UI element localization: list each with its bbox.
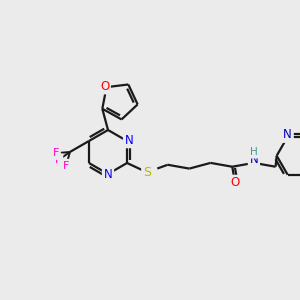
Text: F: F	[63, 160, 70, 170]
Text: O: O	[100, 80, 109, 93]
Text: N: N	[283, 128, 292, 141]
Text: S: S	[143, 166, 151, 179]
Text: N: N	[250, 153, 258, 167]
Text: N: N	[125, 134, 134, 146]
Text: H: H	[250, 147, 258, 157]
Text: O: O	[230, 176, 240, 190]
Text: N: N	[103, 169, 112, 182]
Text: F: F	[55, 155, 61, 165]
Text: F: F	[53, 148, 59, 158]
